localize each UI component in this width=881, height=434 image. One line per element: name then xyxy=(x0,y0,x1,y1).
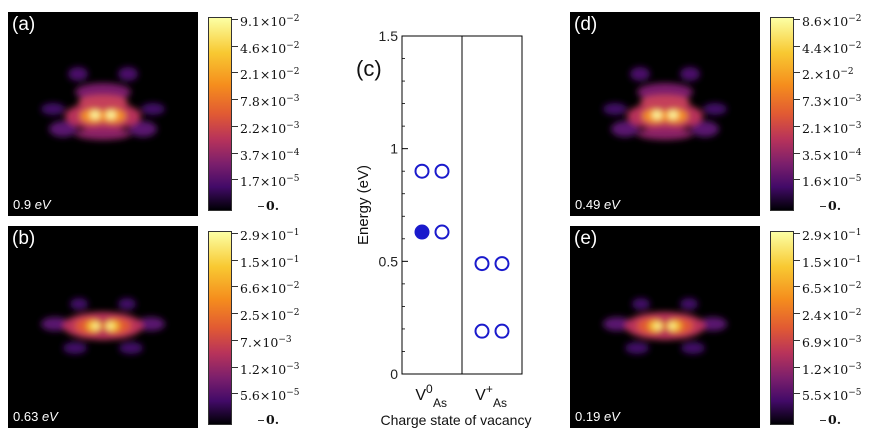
colorbar-tick-label: 0. xyxy=(819,198,842,213)
category-label: V0 xyxy=(415,382,433,404)
category-label-subscript: As xyxy=(493,396,507,410)
panel-tag-e: (e) xyxy=(574,228,598,249)
y-tick-label: 0.5 xyxy=(379,253,399,269)
density-map-d: (d) 0.49 eV xyxy=(570,12,760,216)
density-blob-b xyxy=(41,298,165,354)
colorbar-tick-label: 1.7×10−5 xyxy=(232,174,300,190)
density-blob-d xyxy=(603,67,727,140)
colorbar-tick-label: 4.6×10−2 xyxy=(232,40,300,56)
y-axis-label: Energy (eV) xyxy=(355,165,372,245)
panel-tag-c: (c) xyxy=(356,56,382,81)
colorbar-tick-label: 6.6×10−2 xyxy=(232,281,300,297)
colorbar-e xyxy=(770,231,794,425)
colorbar-tick-label: 1.2×10−3 xyxy=(232,361,300,377)
colorbar-tick-label: 2.2×10−3 xyxy=(232,120,300,136)
colorbar-tick-label: 0. xyxy=(257,198,280,213)
colorbar-tick-label: 9.1×10−2 xyxy=(232,14,300,29)
colorbar-tick-label: 1.6×10−5 xyxy=(794,174,862,190)
energy-label-a: 0.9 eV xyxy=(13,197,51,212)
colorbar-tick-label: 5.6×10−5 xyxy=(232,388,300,404)
colorbar-d xyxy=(770,17,794,211)
colorbar-b xyxy=(208,231,232,425)
x-axis-label: Charge state of vacancy xyxy=(381,412,532,428)
category-label: V+ xyxy=(475,382,493,404)
colorbar-tick-label: 2.1×10−3 xyxy=(794,120,862,136)
colorbar-tick-label: 1.2×10−3 xyxy=(794,361,862,377)
y-tick-label: 1 xyxy=(390,141,398,157)
colorbar-tick-label: 1.5×10−1 xyxy=(232,254,300,270)
density-blob-a xyxy=(41,67,165,140)
colorbar-tick-label: 6.9×10−3 xyxy=(794,334,862,350)
empty-state-marker xyxy=(434,163,450,179)
panel-tag-d: (d) xyxy=(574,14,598,35)
empty-state-marker xyxy=(474,256,490,272)
colorbar-tick-label: 2.9×10−1 xyxy=(232,228,300,243)
empty-state-marker xyxy=(474,323,490,339)
colorbar-tick-label: 5.5×10−5 xyxy=(794,388,862,404)
y-tick-label: 1.5 xyxy=(379,28,399,44)
density-map-b: (b) 0.63 eV xyxy=(8,226,198,428)
colorbar-tick-label: 0. xyxy=(819,412,842,427)
energy-label-d: 0.49 eV xyxy=(575,197,620,212)
colorbar-tick-label: 7.8×10−3 xyxy=(232,94,300,110)
panel-tag-a: (a) xyxy=(12,14,36,35)
colorbar-tick-label: 3.5×10−4 xyxy=(794,147,862,163)
category-label-subscript: As xyxy=(433,396,447,410)
empty-state-marker xyxy=(494,256,510,272)
colorbar-tick-label: 2.9×10−1 xyxy=(794,228,862,243)
panel-tag-b: (b) xyxy=(12,228,36,249)
empty-state-marker xyxy=(494,323,510,339)
y-tick-label: 0 xyxy=(390,366,398,382)
colorbar-a xyxy=(208,17,232,211)
colorbar-tick-label: 0. xyxy=(257,412,280,427)
density-map-e: (e) 0.19 eV xyxy=(570,226,760,428)
colorbar-tick-label: 8.6×10−2 xyxy=(794,14,862,29)
energy-label-e: 0.19 eV xyxy=(575,409,620,424)
density-blob-e xyxy=(603,298,727,354)
colorbar-tick-label: 2.5×10−2 xyxy=(232,308,300,324)
empty-state-marker xyxy=(414,163,430,179)
colorbar-tick-label: 1.5×10−1 xyxy=(794,254,862,270)
energy-label-b: 0.63 eV xyxy=(13,409,58,424)
colorbar-tick-label: 2.1×10−2 xyxy=(232,67,300,83)
density-map-a: (a) 0.9 eV xyxy=(8,12,198,216)
colorbar-tick-label: 7.×10−3 xyxy=(232,334,292,350)
empty-state-marker xyxy=(434,224,450,240)
colorbar-tick-label: 4.4×10−2 xyxy=(794,40,862,56)
colorbar-tick-label: 2.×10−2 xyxy=(794,67,854,83)
colorbar-tick-label: 6.5×10−2 xyxy=(794,281,862,297)
occupied-state-marker xyxy=(414,224,430,240)
colorbar-tick-label: 2.4×10−2 xyxy=(794,308,862,324)
colorbar-tick-label: 7.3×10−3 xyxy=(794,94,862,110)
colorbar-tick-label: 3.7×10−4 xyxy=(232,147,300,163)
